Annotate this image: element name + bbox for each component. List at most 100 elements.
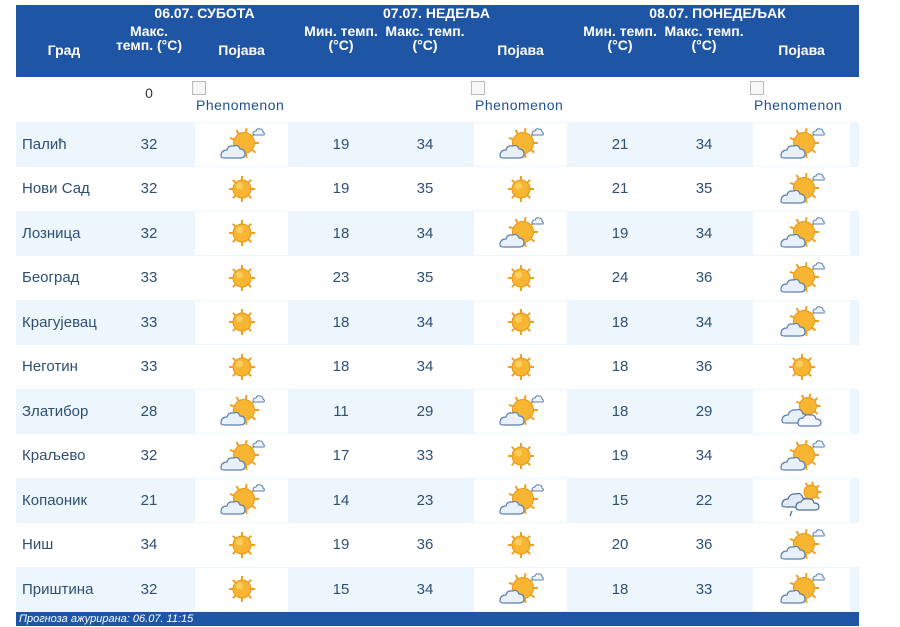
city-row: Златибор 28 11 29 18 29	[16, 389, 860, 434]
city-name: Палић	[16, 122, 112, 167]
phenomenon-icon-box	[474, 434, 568, 477]
day3-phenomenon	[744, 167, 859, 212]
city-row: Нови Сад 32 19 35 21 35	[16, 167, 859, 212]
day3-max-temp: 29	[664, 389, 745, 434]
day2-min-temp-header: Мин. темп. (°C)	[297, 22, 385, 77]
day3-min-temp: 18	[576, 567, 665, 612]
phenomenon-icon-box	[753, 568, 851, 611]
broken-image-icon	[750, 81, 765, 95]
day-header-1: 06.07. СУБОТА	[112, 5, 297, 22]
city-row: Београд 33 23 35 24 36	[16, 256, 859, 301]
day3-min-temp: 18	[576, 300, 665, 345]
day2-phenomenon	[465, 523, 576, 568]
phenomenon-icon-box	[195, 568, 288, 611]
day2-max-temp: 34	[385, 300, 465, 345]
day3-max-temp: 36	[695, 536, 713, 554]
phenomenon-icon-box	[195, 123, 288, 166]
day1-max-temp: 21	[112, 478, 186, 523]
day-header-2: 07.07. НЕДЕЉА	[297, 5, 577, 22]
phenomenon-icon-box	[753, 301, 851, 344]
phenomenon-icon-box	[474, 301, 568, 344]
day2-phenomenon	[465, 300, 577, 345]
day1-phenomenon	[186, 300, 297, 345]
phenomenon-icon-box	[474, 345, 568, 388]
broken-image-row: 0 Phenomenon Phenomenon Phenomenon	[16, 77, 860, 122]
column-header-row: Град Макс. темп. (°C) Појава Мин. темп. …	[16, 22, 860, 77]
day3-min-temp: 19	[576, 211, 665, 256]
day3-phenomenon	[744, 211, 860, 256]
day3-max-temp: 34	[664, 211, 745, 256]
phenomenon-icon-box	[195, 301, 288, 344]
day3-min-temp: 18	[576, 389, 665, 434]
day3-max-temp-header: Макс. темп. (°C)	[664, 22, 745, 77]
phenomenon-icon-box	[474, 523, 568, 566]
day1-max-temp: 34	[140, 536, 158, 554]
phenomenon-icon-box	[195, 390, 288, 433]
day2-min-temp: 15	[297, 567, 385, 612]
day1-max-temp: 32	[140, 447, 158, 465]
day3-phenomenon	[744, 567, 860, 612]
day1-max-temp: 33	[112, 300, 186, 345]
day2-max-temp: 23	[385, 478, 465, 523]
city-row: Крагујевац 33 18 34 18 34	[16, 300, 860, 345]
day2-min-temp: 14	[297, 478, 385, 523]
broken-phenomenon-image: Phenomenon	[186, 77, 297, 122]
day1-phenomenon	[186, 434, 297, 479]
day3-phenomenon	[744, 122, 860, 167]
day3-phenomenon	[744, 300, 860, 345]
phenomenon-icon-box	[753, 523, 851, 566]
day2-min-temp: 18	[297, 300, 385, 345]
phenomenon-icon-box	[474, 212, 568, 255]
day2-max-temp: 34	[385, 122, 465, 167]
day2-phenomenon	[465, 434, 576, 479]
day2-max-temp: 34	[385, 211, 465, 256]
phenomenon-icon-box	[753, 212, 851, 255]
phenomenon-icon-box	[195, 167, 288, 210]
day1-max-temp: 32	[140, 180, 158, 198]
phenomenon-icon-box	[753, 167, 851, 210]
day2-phenomenon	[465, 345, 576, 390]
day3-max-temp: 36	[695, 269, 713, 287]
day3-max-temp: 34	[664, 300, 745, 345]
day3-min-temp: 15	[576, 478, 665, 523]
day1-max-temp: 33	[140, 358, 158, 376]
day3-max-temp: 36	[695, 358, 713, 376]
city-column-header: Град	[16, 22, 112, 77]
day3-min-temp: 24	[611, 269, 629, 287]
day2-min-temp: 19	[297, 122, 385, 167]
day-header-3: 08.07. ПОНЕДЕЉАК	[576, 5, 860, 22]
phenomenon-alt-text: Phenomenon	[196, 97, 285, 113]
phenomenon-icon-box	[474, 123, 568, 166]
phenomenon-icon-box	[474, 479, 568, 522]
day3-phenomenon	[744, 256, 859, 301]
broken-phenomenon-image: Phenomenon	[465, 77, 577, 122]
phenomenon-icon-box	[474, 167, 568, 210]
city-name: Крагујевац	[16, 300, 112, 345]
day3-min-temp: 18	[611, 358, 629, 376]
day1-phenomenon	[186, 167, 297, 212]
day1-max-temp-header: Макс. темп. (°C)	[112, 22, 186, 77]
day2-min-temp: 11	[297, 389, 385, 434]
day1-phenomenon	[186, 478, 297, 523]
day1-max-temp: 32	[112, 211, 186, 256]
phenomenon-icon-box	[195, 256, 288, 299]
phenomenon-alt-text: Phenomenon	[475, 97, 564, 113]
day2-phenomenon	[465, 389, 577, 434]
day1-phenomenon-header: Појава	[186, 22, 297, 77]
city-name: Нови Сад	[22, 180, 90, 198]
phenomenon-icon-box	[195, 479, 288, 522]
phenomenon-icon-box	[195, 434, 288, 477]
city-name: Златибор	[16, 389, 112, 434]
phenomenon-icon-box	[753, 345, 851, 388]
day3-max-temp: 33	[664, 567, 745, 612]
day2-phenomenon	[465, 167, 576, 212]
day1-phenomenon	[186, 122, 297, 167]
city-header-spacer	[16, 5, 112, 22]
phenomenon-icon-box	[753, 256, 851, 299]
day3-phenomenon-header: Појава	[744, 22, 860, 77]
day3-phenomenon	[744, 345, 859, 390]
phenomenon-icon-box	[753, 390, 851, 433]
forecast-table: 06.07. СУБОТА 07.07. НЕДЕЉА 08.07. ПОНЕД…	[16, 5, 860, 626]
day3-min-temp: 19	[611, 447, 629, 465]
city-name: Краљево	[22, 447, 86, 465]
